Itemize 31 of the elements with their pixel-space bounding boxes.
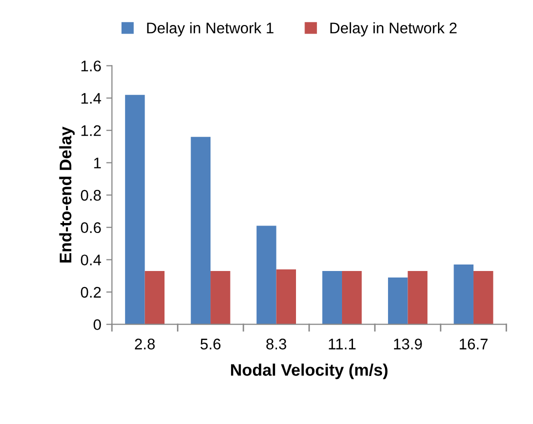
x-tick-label: 5.6 (200, 338, 220, 350)
bar (125, 94, 145, 324)
bar (190, 136, 211, 324)
legend-label: Delay in Network 2 (330, 22, 457, 36)
bar (408, 271, 428, 324)
y-tick-label: 0 (94, 319, 101, 330)
x-tick-label: 2.8 (134, 338, 155, 350)
x-tick-label: 8.3 (266, 338, 286, 350)
y-tick-label: 1.4 (81, 93, 102, 104)
y-tick-label: 0.4 (80, 254, 102, 266)
legend-label: Delay in Network 1 (147, 22, 274, 36)
y-tick-label: 0.8 (80, 190, 101, 201)
bar (473, 271, 494, 324)
y-tick-label: 1 (94, 158, 101, 168)
y-tick-label: 1.2 (81, 125, 101, 136)
bar (388, 277, 408, 324)
bar (276, 269, 296, 324)
x-axis-title: Nodal Velocity (m/s) (231, 364, 388, 380)
bar (454, 264, 474, 324)
bar (256, 226, 276, 324)
y-tick-label: 1.6 (81, 60, 101, 72)
bar (210, 271, 230, 324)
x-tick-label: 13.9 (394, 338, 422, 350)
x-tick-label: 16.7 (460, 338, 488, 350)
y-tick-label: 0.2 (80, 286, 101, 298)
bar (322, 271, 342, 324)
y-tick-label: 0.6 (80, 222, 101, 234)
bar (144, 271, 165, 324)
bar (342, 271, 362, 324)
x-tick-label: 11.1 (328, 338, 356, 350)
y-axis-title: End-to-end Delay (59, 126, 75, 262)
